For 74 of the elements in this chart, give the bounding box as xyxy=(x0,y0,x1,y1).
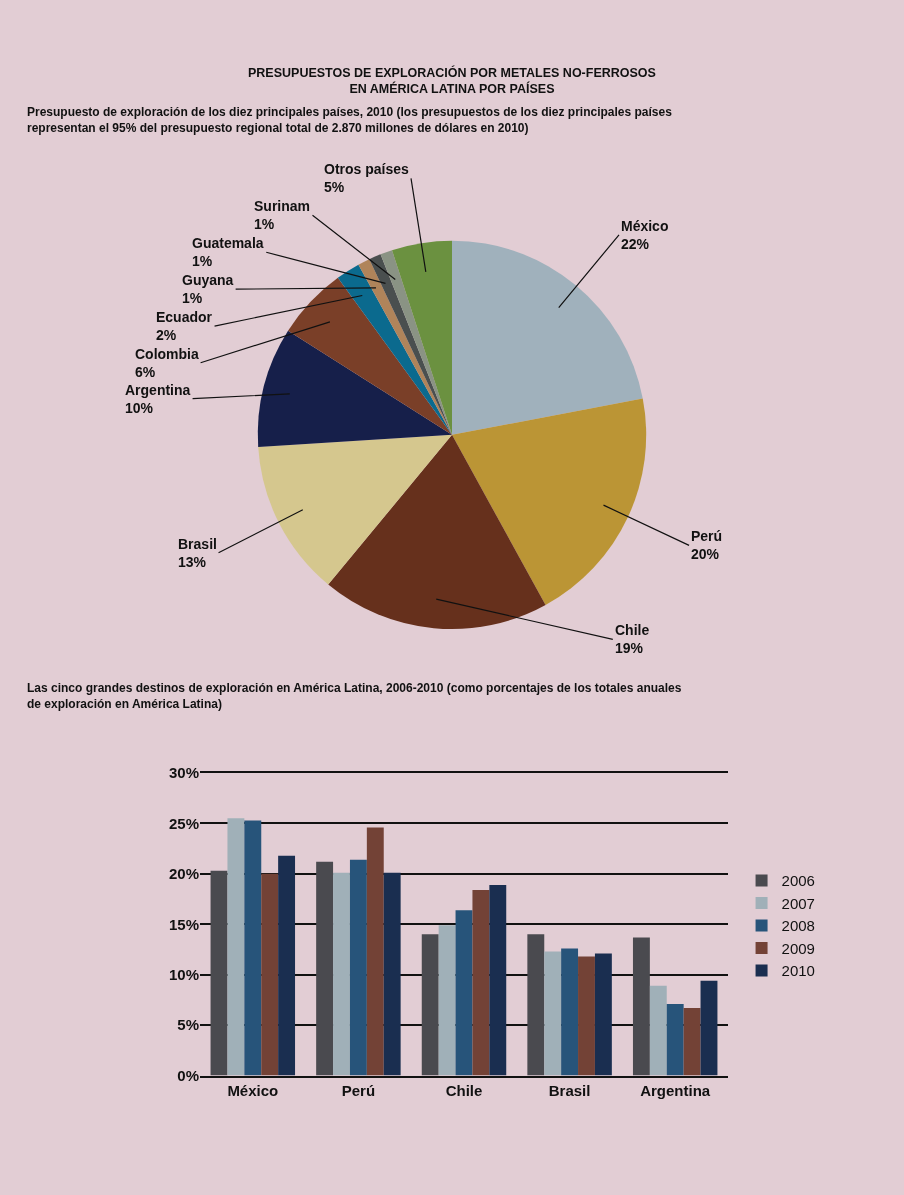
bar xyxy=(632,937,650,1076)
x-tick-label: Brasil xyxy=(548,1081,591,1099)
data-label: 2% xyxy=(156,327,177,344)
chart-subtitle: Presupuesto de exploración de los diez principales países, 2010 (los presupuestos de los diez principales países representan el 95% del presupuesto regional total de 2.870 millones de dólares en 2010) xyxy=(27,105,673,135)
legend-label: 2008 xyxy=(781,917,815,935)
x-tick-label: Chile xyxy=(445,1081,483,1099)
slice-label: Perú xyxy=(691,528,723,544)
slice-label: Surinam xyxy=(254,198,311,214)
bar xyxy=(683,1008,701,1076)
legend-label: 2010 xyxy=(781,962,815,980)
slice-label: Otros países xyxy=(324,161,410,177)
bar xyxy=(455,910,473,1076)
bar xyxy=(333,872,350,1076)
bar xyxy=(383,872,401,1076)
pie-slice xyxy=(258,434,452,585)
pie-slice xyxy=(328,434,546,629)
bar xyxy=(700,980,718,1076)
bar xyxy=(227,818,245,1076)
slice-label: Brasil xyxy=(178,536,217,552)
bar xyxy=(527,934,545,1076)
bar xyxy=(421,934,439,1076)
chart-title: Las cinco grandes destinos de exploración en América Latina, 2006-2010 (como porcentajes de los totales anuales de exploración en América Latina) xyxy=(27,681,682,711)
pie-slice xyxy=(288,277,452,435)
bar xyxy=(489,884,507,1076)
chart-title: PRESUPUESTOS DE EXPLORACIÓN POR METALES NO-FERROSOS EN AMÉRICA LATINA POR PAÍSES xyxy=(248,65,656,97)
bar xyxy=(649,985,667,1076)
data-label: 22% xyxy=(621,236,650,253)
bar xyxy=(261,873,279,1076)
x-tick-label: Argentina xyxy=(640,1081,711,1099)
y-tick-label: 20% xyxy=(168,865,199,883)
x-tick-label: Perú xyxy=(341,1081,376,1099)
data-label: 5% xyxy=(324,179,345,196)
y-tick-label: 25% xyxy=(168,814,199,832)
data-label: 1% xyxy=(182,290,203,307)
bar xyxy=(244,820,262,1076)
pie-slice xyxy=(452,398,646,606)
slice-label: Argentina xyxy=(125,382,191,398)
pie-slice xyxy=(258,330,452,448)
bar xyxy=(278,855,296,1076)
slice-label: Guyana xyxy=(182,272,234,288)
bar xyxy=(594,953,612,1076)
bar xyxy=(472,889,490,1076)
slice-label: Chile xyxy=(615,622,650,638)
bar xyxy=(544,951,562,1076)
data-label: 20% xyxy=(691,546,720,563)
y-tick-label: 0% xyxy=(177,1066,199,1084)
slice-label: Guatemala xyxy=(192,235,264,251)
bar xyxy=(366,827,384,1076)
bar xyxy=(349,859,367,1076)
bar xyxy=(438,925,456,1076)
x-tick-label: México xyxy=(227,1081,279,1099)
bar xyxy=(666,1003,684,1076)
slice-label: México xyxy=(621,218,669,234)
bar xyxy=(561,948,579,1076)
pie-slice xyxy=(337,264,452,435)
legend-label: 2006 xyxy=(781,872,815,890)
data-label: 19% xyxy=(615,640,644,657)
y-tick-label: 10% xyxy=(168,965,199,983)
legend-label: 2009 xyxy=(781,939,815,957)
data-label: 1% xyxy=(254,216,275,233)
bar xyxy=(578,956,595,1076)
y-tick-label: 15% xyxy=(168,915,199,933)
slice-label: Colombia xyxy=(135,346,199,362)
data-label: 1% xyxy=(192,253,213,270)
slice-label: Ecuador xyxy=(156,309,213,325)
pie-slice xyxy=(391,240,452,435)
bar xyxy=(316,861,334,1076)
y-tick-label: 5% xyxy=(177,1016,199,1034)
y-tick-label: 30% xyxy=(168,764,199,782)
bar xyxy=(210,870,228,1076)
data-label: 13% xyxy=(178,554,207,571)
data-label: 10% xyxy=(125,400,154,417)
legend-label: 2007 xyxy=(781,894,815,912)
data-label: 6% xyxy=(135,364,156,381)
